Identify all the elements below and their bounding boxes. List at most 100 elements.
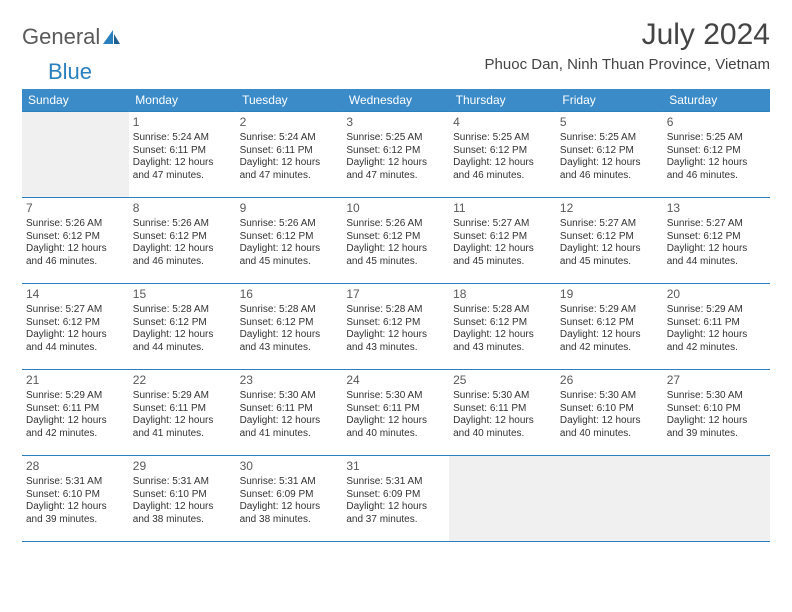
day-cell: 22Sunrise: 5:29 AMSunset: 6:11 PMDayligh…	[129, 370, 236, 456]
sunset-line: Sunset: 6:12 PM	[453, 317, 552, 330]
day-cell: 29Sunrise: 5:31 AMSunset: 6:10 PMDayligh…	[129, 456, 236, 542]
daylight-line: Daylight: 12 hours and 47 minutes.	[240, 157, 339, 182]
logo-sail-icon	[102, 28, 122, 46]
day-cell: 1Sunrise: 5:24 AMSunset: 6:11 PMDaylight…	[129, 112, 236, 198]
day-cell: 26Sunrise: 5:30 AMSunset: 6:10 PMDayligh…	[556, 370, 663, 456]
day-header: Saturday	[663, 89, 770, 112]
daylight-line: Daylight: 12 hours and 41 minutes.	[240, 415, 339, 440]
sunset-line: Sunset: 6:10 PM	[560, 403, 659, 416]
sunset-line: Sunset: 6:12 PM	[133, 317, 232, 330]
daylight-line: Daylight: 12 hours and 38 minutes.	[133, 501, 232, 526]
calendar-week-row: 14Sunrise: 5:27 AMSunset: 6:12 PMDayligh…	[22, 284, 770, 370]
sunset-line: Sunset: 6:12 PM	[667, 231, 766, 244]
sunset-line: Sunset: 6:11 PM	[346, 403, 445, 416]
sunset-line: Sunset: 6:12 PM	[560, 231, 659, 244]
day-cell: 5Sunrise: 5:25 AMSunset: 6:12 PMDaylight…	[556, 112, 663, 198]
daylight-line: Daylight: 12 hours and 45 minutes.	[240, 243, 339, 268]
day-cell: 10Sunrise: 5:26 AMSunset: 6:12 PMDayligh…	[342, 198, 449, 284]
daylight-line: Daylight: 12 hours and 47 minutes.	[346, 157, 445, 182]
day-cell: 17Sunrise: 5:28 AMSunset: 6:12 PMDayligh…	[342, 284, 449, 370]
sunset-line: Sunset: 6:09 PM	[240, 489, 339, 502]
sunrise-line: Sunrise: 5:28 AM	[453, 304, 552, 317]
empty-cell	[22, 112, 129, 198]
sunset-line: Sunset: 6:10 PM	[667, 403, 766, 416]
day-number: 1	[133, 115, 232, 130]
day-header: Tuesday	[236, 89, 343, 112]
sunrise-line: Sunrise: 5:31 AM	[346, 476, 445, 489]
daylight-line: Daylight: 12 hours and 46 minutes.	[560, 157, 659, 182]
daylight-line: Daylight: 12 hours and 40 minutes.	[560, 415, 659, 440]
daylight-line: Daylight: 12 hours and 43 minutes.	[346, 329, 445, 354]
daylight-line: Daylight: 12 hours and 46 minutes.	[453, 157, 552, 182]
calendar-table: SundayMondayTuesdayWednesdayThursdayFrid…	[22, 89, 770, 542]
empty-cell	[556, 456, 663, 542]
daylight-line: Daylight: 12 hours and 45 minutes.	[346, 243, 445, 268]
sunset-line: Sunset: 6:12 PM	[240, 231, 339, 244]
daylight-line: Daylight: 12 hours and 45 minutes.	[453, 243, 552, 268]
day-cell: 2Sunrise: 5:24 AMSunset: 6:11 PMDaylight…	[236, 112, 343, 198]
sunset-line: Sunset: 6:10 PM	[133, 489, 232, 502]
sunset-line: Sunset: 6:12 PM	[133, 231, 232, 244]
daylight-line: Daylight: 12 hours and 42 minutes.	[560, 329, 659, 354]
sunrise-line: Sunrise: 5:26 AM	[346, 218, 445, 231]
day-header: Wednesday	[342, 89, 449, 112]
day-cell: 27Sunrise: 5:30 AMSunset: 6:10 PMDayligh…	[663, 370, 770, 456]
sunset-line: Sunset: 6:12 PM	[346, 317, 445, 330]
daylight-line: Daylight: 12 hours and 46 minutes.	[133, 243, 232, 268]
sunset-line: Sunset: 6:11 PM	[133, 145, 232, 158]
daylight-line: Daylight: 12 hours and 44 minutes.	[133, 329, 232, 354]
day-number: 30	[240, 459, 339, 474]
sunrise-line: Sunrise: 5:25 AM	[667, 132, 766, 145]
daylight-line: Daylight: 12 hours and 44 minutes.	[667, 243, 766, 268]
daylight-line: Daylight: 12 hours and 44 minutes.	[26, 329, 125, 354]
day-number: 2	[240, 115, 339, 130]
calendar-week-row: 28Sunrise: 5:31 AMSunset: 6:10 PMDayligh…	[22, 456, 770, 542]
day-cell: 23Sunrise: 5:30 AMSunset: 6:11 PMDayligh…	[236, 370, 343, 456]
day-cell: 4Sunrise: 5:25 AMSunset: 6:12 PMDaylight…	[449, 112, 556, 198]
day-cell: 6Sunrise: 5:25 AMSunset: 6:12 PMDaylight…	[663, 112, 770, 198]
day-number: 11	[453, 201, 552, 216]
sunrise-line: Sunrise: 5:27 AM	[26, 304, 125, 317]
sunrise-line: Sunrise: 5:25 AM	[346, 132, 445, 145]
sunset-line: Sunset: 6:12 PM	[26, 317, 125, 330]
sunset-line: Sunset: 6:12 PM	[453, 231, 552, 244]
sunrise-line: Sunrise: 5:31 AM	[133, 476, 232, 489]
daylight-line: Daylight: 12 hours and 40 minutes.	[346, 415, 445, 440]
calendar-week-row: 7Sunrise: 5:26 AMSunset: 6:12 PMDaylight…	[22, 198, 770, 284]
day-number: 3	[346, 115, 445, 130]
day-cell: 20Sunrise: 5:29 AMSunset: 6:11 PMDayligh…	[663, 284, 770, 370]
sunrise-line: Sunrise: 5:26 AM	[133, 218, 232, 231]
daylight-line: Daylight: 12 hours and 39 minutes.	[26, 501, 125, 526]
empty-cell	[663, 456, 770, 542]
daylight-line: Daylight: 12 hours and 47 minutes.	[133, 157, 232, 182]
sunset-line: Sunset: 6:12 PM	[346, 231, 445, 244]
sunset-line: Sunset: 6:11 PM	[667, 317, 766, 330]
sunrise-line: Sunrise: 5:30 AM	[667, 390, 766, 403]
sunrise-line: Sunrise: 5:29 AM	[560, 304, 659, 317]
sunrise-line: Sunrise: 5:29 AM	[26, 390, 125, 403]
daylight-line: Daylight: 12 hours and 43 minutes.	[453, 329, 552, 354]
sunrise-line: Sunrise: 5:26 AM	[240, 218, 339, 231]
daylight-line: Daylight: 12 hours and 46 minutes.	[667, 157, 766, 182]
sunrise-line: Sunrise: 5:28 AM	[346, 304, 445, 317]
day-number: 26	[560, 373, 659, 388]
day-header: Thursday	[449, 89, 556, 112]
day-number: 28	[26, 459, 125, 474]
daylight-line: Daylight: 12 hours and 41 minutes.	[133, 415, 232, 440]
sunrise-line: Sunrise: 5:31 AM	[26, 476, 125, 489]
daylight-line: Daylight: 12 hours and 43 minutes.	[240, 329, 339, 354]
sunset-line: Sunset: 6:11 PM	[240, 145, 339, 158]
sunset-line: Sunset: 6:12 PM	[453, 145, 552, 158]
day-cell: 31Sunrise: 5:31 AMSunset: 6:09 PMDayligh…	[342, 456, 449, 542]
day-number: 24	[346, 373, 445, 388]
sunrise-line: Sunrise: 5:25 AM	[453, 132, 552, 145]
logo: General	[22, 18, 122, 50]
day-number: 8	[133, 201, 232, 216]
sunrise-line: Sunrise: 5:29 AM	[667, 304, 766, 317]
sunrise-line: Sunrise: 5:30 AM	[240, 390, 339, 403]
day-cell: 15Sunrise: 5:28 AMSunset: 6:12 PMDayligh…	[129, 284, 236, 370]
sunset-line: Sunset: 6:12 PM	[346, 145, 445, 158]
day-header: Friday	[556, 89, 663, 112]
day-cell: 14Sunrise: 5:27 AMSunset: 6:12 PMDayligh…	[22, 284, 129, 370]
calendar-page: General July 2024 Phuoc Dan, Ninh Thuan …	[0, 0, 792, 560]
